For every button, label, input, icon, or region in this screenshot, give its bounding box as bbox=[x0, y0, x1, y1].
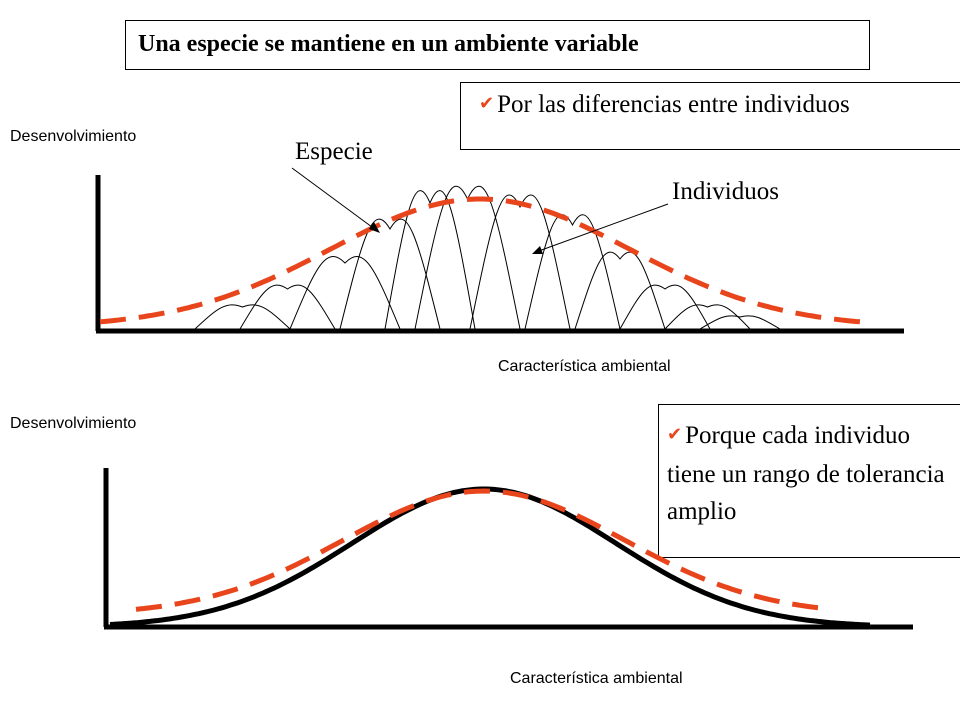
species-label: Especie bbox=[295, 138, 373, 165]
individual-curve bbox=[574, 251, 666, 330]
checkmark-icon: ✔ bbox=[479, 93, 495, 113]
species-curve-top bbox=[99, 196, 861, 325]
note-top-text: Por las diferencias entre individuos bbox=[497, 91, 850, 118]
checkmark-icon: ✔ bbox=[667, 424, 683, 444]
individual-curve bbox=[619, 284, 711, 330]
individuals-arrowhead bbox=[532, 246, 543, 254]
individual-curve bbox=[469, 194, 571, 330]
tolerance-curve-bottom bbox=[109, 486, 871, 628]
individual-curve bbox=[384, 190, 476, 330]
individual-curve bbox=[524, 214, 621, 330]
individual-curve bbox=[664, 304, 751, 330]
individual-curve bbox=[339, 218, 441, 330]
note-top-box: ✔ Por las diferencias entre individuos bbox=[460, 82, 960, 150]
species-arrow bbox=[291, 167, 377, 231]
individual-curve bbox=[699, 315, 781, 330]
individuals-label: Individuos bbox=[672, 178, 779, 205]
top-y-axis-label: Desenvolvimiento bbox=[10, 128, 137, 145]
note-bottom-text: Porque cada individuo tiene un rango de … bbox=[667, 422, 945, 525]
bottom-x-axis-label: Característica ambiental bbox=[510, 670, 683, 687]
individual-curves bbox=[194, 185, 781, 330]
species-arrowhead bbox=[369, 222, 380, 233]
species-curve-bottom bbox=[135, 488, 821, 612]
individual-curve bbox=[289, 256, 401, 330]
page-title: Una especie se mantiene en un ambiente v… bbox=[138, 31, 639, 57]
individual-curve bbox=[239, 284, 336, 330]
title-box: Una especie se mantiene en un ambiente v… bbox=[125, 20, 870, 70]
individuals-arrow bbox=[535, 203, 669, 253]
note-bottom-box: ✔ Porque cada individuo tiene un rango de… bbox=[658, 404, 960, 558]
bottom-y-axis-label: Desenvolvimiento bbox=[10, 415, 137, 432]
top-x-axis-label: Característica ambiental bbox=[498, 358, 671, 375]
individual-curve bbox=[194, 304, 291, 330]
